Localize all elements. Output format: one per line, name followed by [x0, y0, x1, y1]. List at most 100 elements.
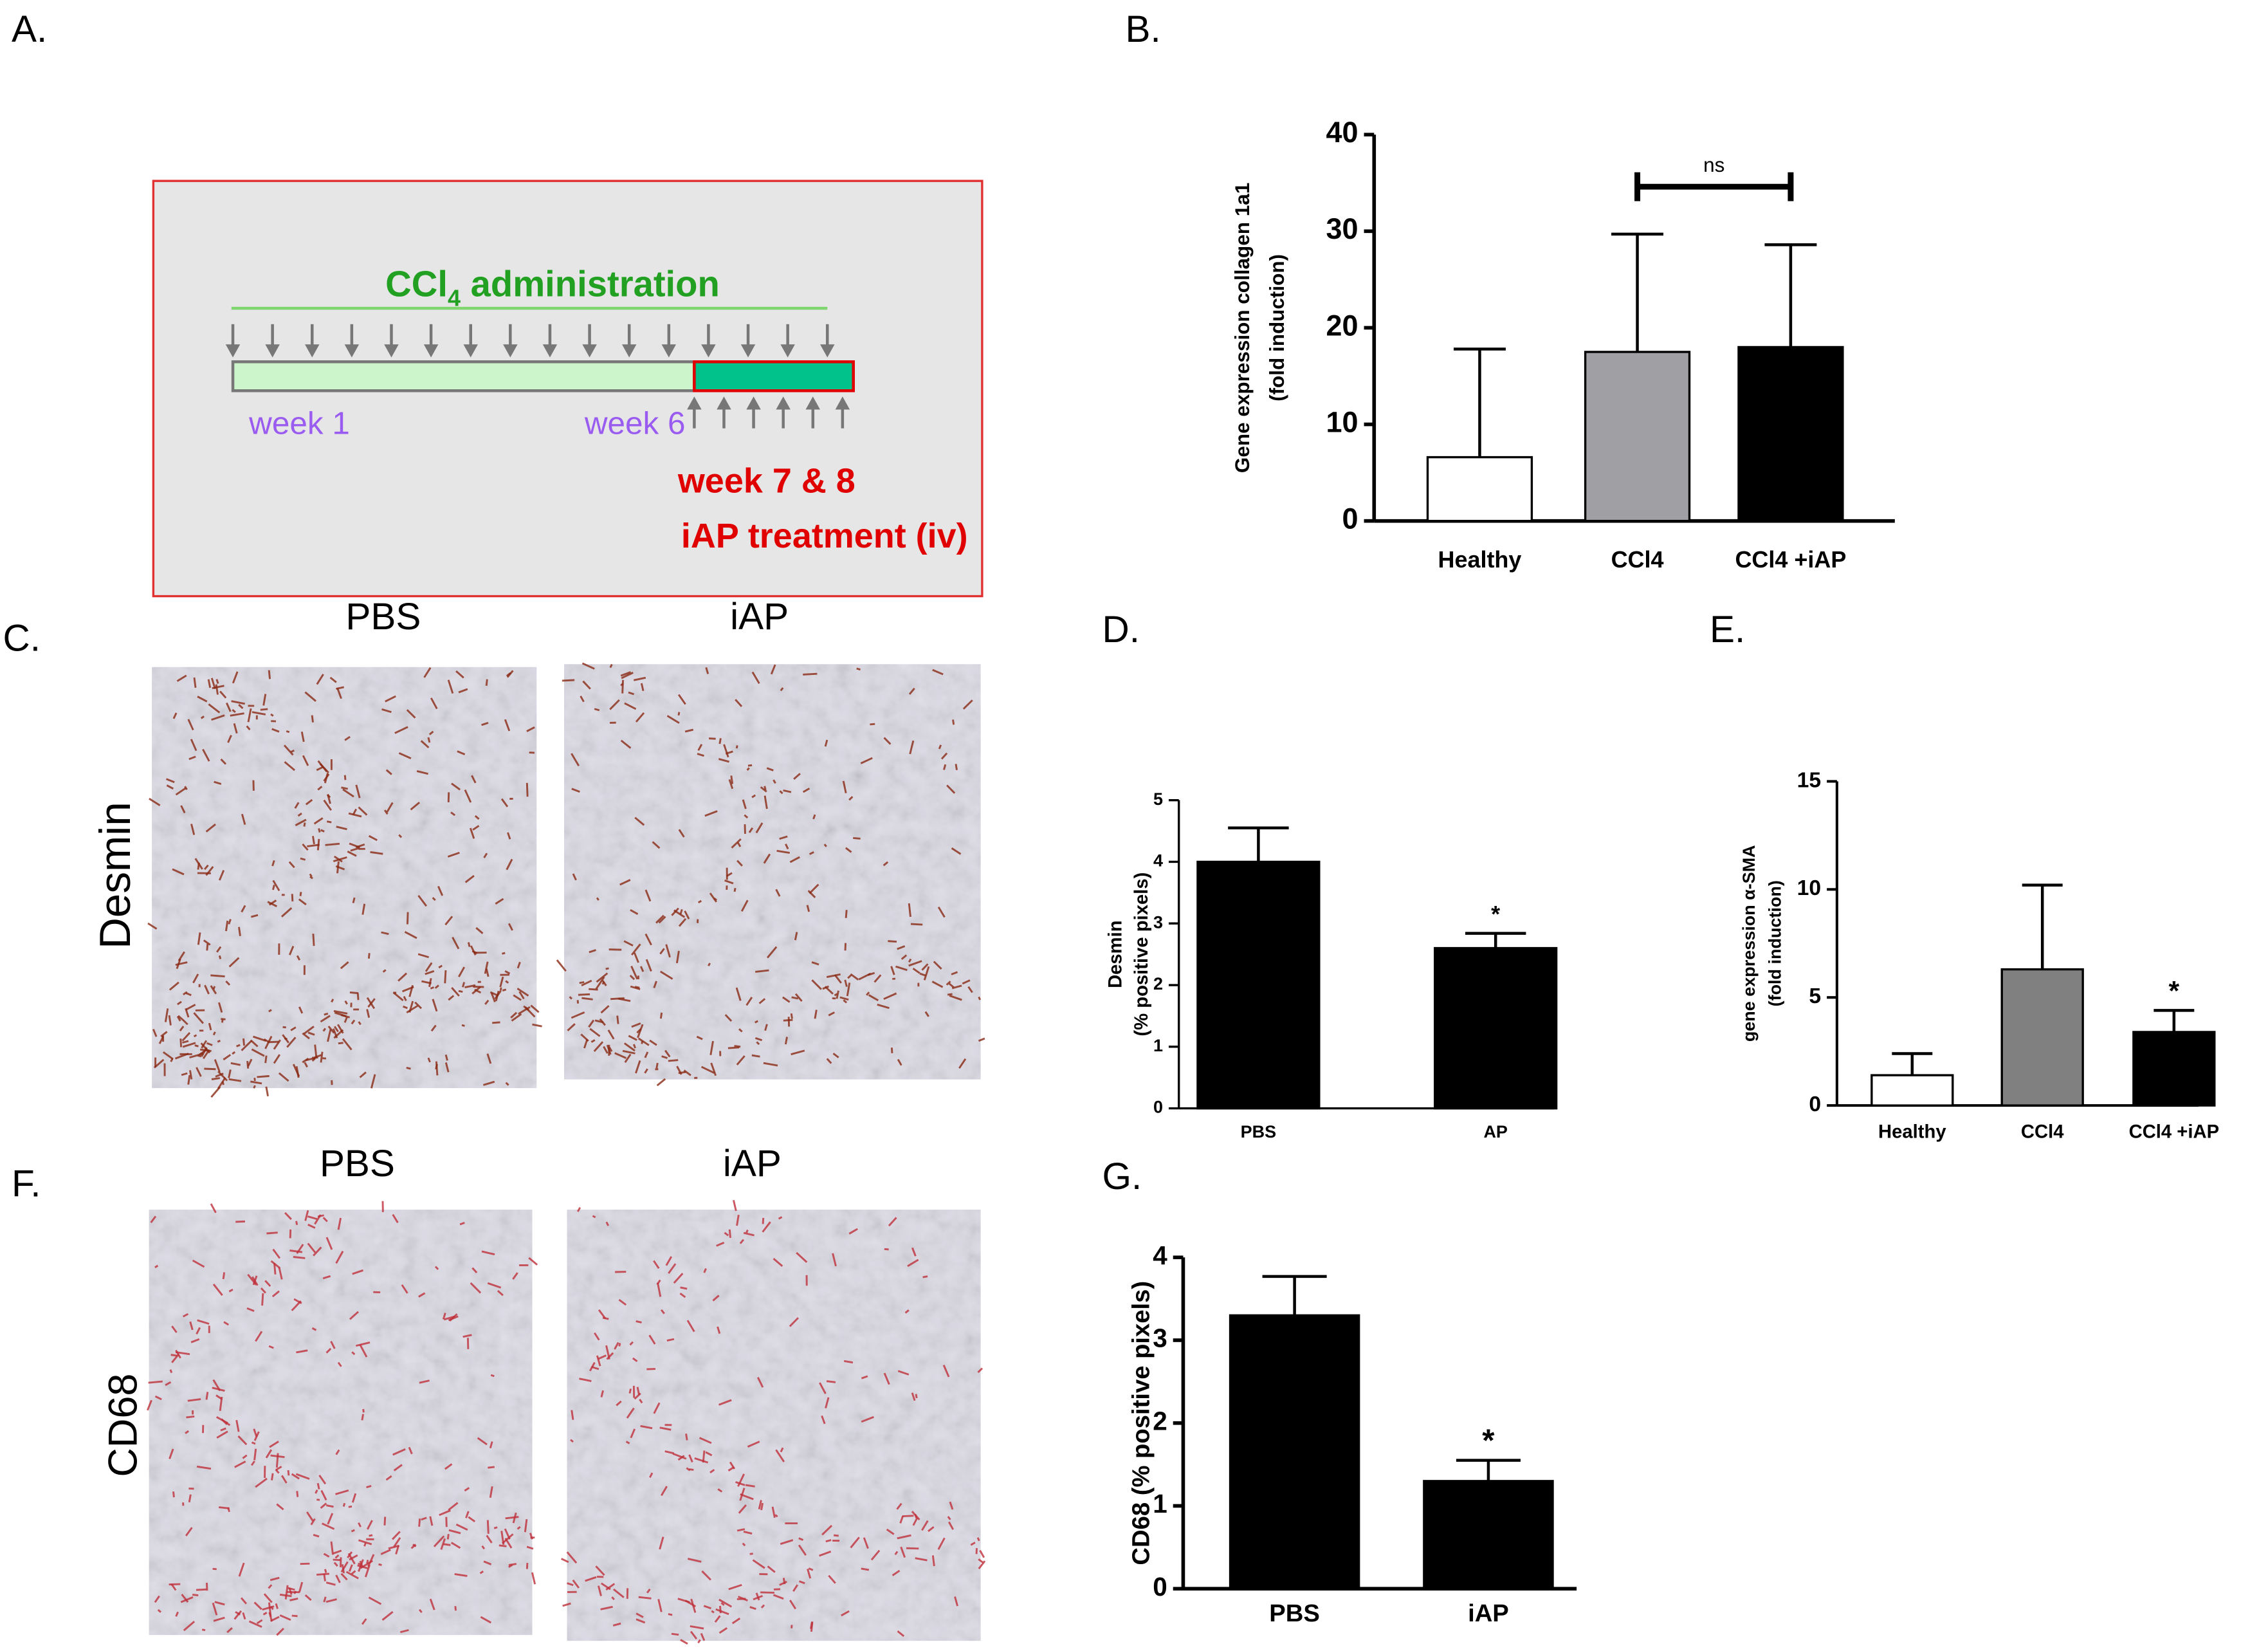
- stain: [181, 1032, 191, 1042]
- bar: [2000, 968, 2084, 1107]
- stain: [764, 786, 767, 791]
- stain: [197, 932, 201, 945]
- arrow-head: [384, 344, 399, 358]
- stain: [844, 943, 847, 951]
- stain: [485, 679, 488, 687]
- stain: [773, 1594, 784, 1600]
- stain: [745, 1229, 749, 1233]
- stain: [733, 1200, 737, 1212]
- stain: [181, 1072, 188, 1076]
- stain: [357, 1564, 369, 1569]
- stain: [347, 850, 357, 857]
- stain: [481, 1545, 486, 1550]
- stain: [351, 1351, 356, 1356]
- stain: [343, 1017, 348, 1023]
- stain: [450, 811, 456, 816]
- stain: [736, 1214, 740, 1226]
- stain: [688, 1454, 693, 1462]
- stain: [366, 1009, 370, 1018]
- stain: [798, 1544, 807, 1556]
- stain: [495, 898, 504, 905]
- stain: [705, 1451, 713, 1457]
- stain: [286, 1037, 297, 1048]
- stain: [739, 1488, 745, 1501]
- stain: [645, 889, 652, 902]
- stain: [287, 1470, 290, 1476]
- stain: [477, 1437, 488, 1446]
- stain: [724, 879, 734, 885]
- y-axis-label: gene expression α-SMA: [1739, 845, 1759, 1042]
- stain: [946, 784, 956, 794]
- stain: [727, 1466, 735, 1471]
- stain: [832, 1253, 837, 1267]
- stain: [403, 1005, 408, 1010]
- stain: [901, 954, 908, 960]
- bar: [1870, 1074, 1954, 1107]
- stain: [931, 981, 944, 988]
- stain: [951, 971, 958, 975]
- stain: [381, 708, 392, 714]
- error-bar: [1228, 826, 1289, 862]
- stain: [572, 1579, 580, 1589]
- stain: [349, 991, 359, 995]
- stain: [668, 1263, 677, 1274]
- stain: [601, 981, 605, 985]
- stain: [607, 1029, 615, 1040]
- stain: [323, 799, 333, 811]
- stain: [418, 1609, 423, 1613]
- stain: [897, 1534, 911, 1540]
- stain: [506, 670, 514, 678]
- stain: [484, 999, 489, 1005]
- stain: [809, 883, 819, 894]
- stain: [616, 1400, 622, 1407]
- stain: [286, 730, 290, 733]
- stain: [236, 1044, 241, 1047]
- stain: [356, 1341, 370, 1347]
- stain: [697, 753, 704, 757]
- stain: [773, 1257, 783, 1268]
- stain: [217, 1071, 228, 1082]
- y-axis-label: (fold induction): [1766, 880, 1785, 1006]
- stain: [330, 1541, 334, 1555]
- stain: [656, 1078, 666, 1087]
- stain: [895, 965, 908, 972]
- arrow-head: [701, 344, 716, 358]
- stain: [593, 1041, 604, 1052]
- stain: [187, 719, 194, 731]
- stain: [978, 1558, 984, 1563]
- stain: [908, 903, 911, 918]
- stain: [215, 1416, 228, 1424]
- stain: [351, 1529, 355, 1533]
- stain: [766, 946, 778, 959]
- stain: [899, 1516, 904, 1524]
- stain: [754, 1020, 758, 1024]
- stain: [193, 677, 197, 688]
- micrograph-texture: [564, 664, 981, 1080]
- stain: [790, 1013, 793, 1019]
- stain: [388, 1545, 399, 1550]
- stain: [212, 685, 224, 690]
- stain: [617, 997, 631, 1002]
- stain: [504, 970, 511, 975]
- stain: [358, 806, 368, 816]
- stain: [190, 739, 197, 752]
- stain: [146, 1399, 152, 1411]
- stain: [221, 1081, 224, 1085]
- stain: [430, 1024, 437, 1032]
- stain: [284, 761, 295, 771]
- stain: [316, 838, 320, 851]
- panel-label: F.: [12, 1163, 41, 1204]
- stain: [508, 923, 513, 931]
- stain: [310, 1518, 316, 1526]
- stain: [819, 1550, 832, 1557]
- stain: [826, 973, 841, 979]
- stain: [398, 972, 408, 982]
- stain: [711, 1610, 715, 1614]
- stain: [505, 1082, 509, 1086]
- stain: [861, 1567, 870, 1571]
- panel-label: A.: [12, 8, 47, 50]
- stain: [978, 1037, 985, 1042]
- stain: [414, 1001, 423, 1010]
- stain: [763, 853, 771, 864]
- stain: [659, 1536, 664, 1550]
